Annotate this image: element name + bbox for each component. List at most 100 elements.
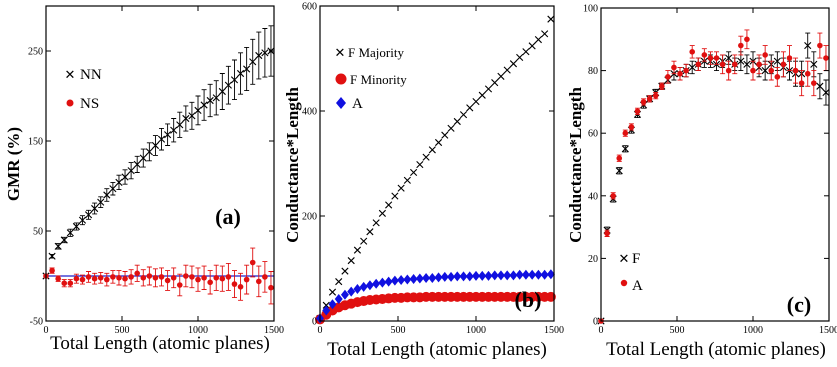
legend-label-f: F [632,251,640,267]
point-ns [183,273,189,279]
point-a [719,61,726,68]
panel-a-xlabel: Total Length (atomic planes) [50,333,270,354]
x-tick-label: 1500 [264,325,284,336]
point-ns [237,284,244,290]
point-f-majority [528,42,536,50]
point-nn [206,96,214,105]
point-f-majority [403,176,411,184]
point-nn [48,252,56,260]
point-f-majority [360,237,368,245]
panel-a-ticks: 0 500 1000 1500 -50 50 150 250 [28,6,284,336]
panel-c-frame [600,7,830,322]
point-nn [194,106,202,114]
x-tick-label: 0 [599,325,604,336]
point-ns [85,274,92,280]
panel-c-legend: ✕ F A [619,251,643,294]
point-a [503,270,512,281]
point-ns [79,276,86,283]
point-ns [170,275,177,281]
point-ns [122,275,128,282]
y-tick-label: 50 [33,227,43,238]
point-nn [243,65,251,73]
point-ns [176,282,183,288]
point-ns [134,270,140,277]
legend-marker-f-majority: ✕ [335,45,346,60]
point-a [811,80,817,86]
point-a [546,269,555,280]
point-ns [195,276,201,283]
legend-marker-a-c [620,279,628,287]
point-f-majority [484,85,493,93]
point-a [628,124,635,130]
point-f-majority [397,184,405,192]
point-a [750,67,756,74]
point-a [604,230,610,237]
x-tick-label: 500 [115,325,130,336]
point-f [810,60,818,68]
panel-c-ticks: 0 500 1000 1500 0 20 40 60 80 100 [583,4,837,337]
point-ns [189,274,195,280]
y-tick-label: 0 [593,317,598,328]
point-ns [61,280,68,287]
legend-label-ns: NS [80,96,99,112]
panel-b-frame [319,5,555,322]
point-nn [176,121,184,129]
point-f-majority [466,104,474,112]
y-tick-label: 100 [583,4,598,15]
point-a [616,155,623,162]
x-tick-label: 0 [318,325,323,336]
point-nn [182,114,190,123]
point-nn [157,135,166,143]
point-ns [207,279,213,286]
point-a [713,55,720,61]
point-ns [55,275,61,282]
point-nn [60,236,68,244]
point-f-majority [416,160,424,169]
point-f-majority [347,257,355,265]
point-a [701,52,708,58]
point-a [328,299,337,310]
point-a [490,270,499,281]
point-a [804,70,811,77]
point-a [768,67,775,74]
point-f-majority [353,246,362,254]
point-a [440,271,449,282]
point-a [725,67,732,74]
point-nn [151,141,160,150]
point-a [610,193,616,199]
point-nn [103,191,111,199]
point-f [804,41,812,50]
point-f-majority [322,301,330,309]
point-f-majority [391,192,399,200]
point-ns [213,275,220,281]
point-a [671,64,677,71]
point-a [528,269,537,280]
point-a [652,92,659,99]
point-nn [121,173,129,181]
point-f-majority [541,30,549,38]
point-ns [158,274,165,280]
x-tick-label: 0 [44,325,49,336]
point-ns [219,275,226,282]
point-f-majority [366,228,374,236]
point-a [521,269,530,280]
point-ns [268,284,274,291]
point-f-majority [378,209,386,217]
panel-a-legend: ✕ NN NS [65,67,102,112]
point-ns [110,274,116,280]
point-f-majority [491,79,499,87]
point-f-majority [422,153,430,161]
point-f-minority [545,291,556,302]
point-a [540,269,549,280]
point-f-majority [410,168,418,177]
legend-label-nn: NN [80,67,102,83]
point-a [322,305,331,316]
point-nn [188,112,196,120]
point-a [484,270,493,281]
panel-c-label: (c) [787,292,811,317]
panel-b-xlabel: Total Length (atomic planes) [327,339,547,360]
point-ns [164,277,171,284]
x-tick-label: 500 [391,325,406,336]
point-a [640,99,647,105]
y-tick-label: 200 [302,212,317,223]
